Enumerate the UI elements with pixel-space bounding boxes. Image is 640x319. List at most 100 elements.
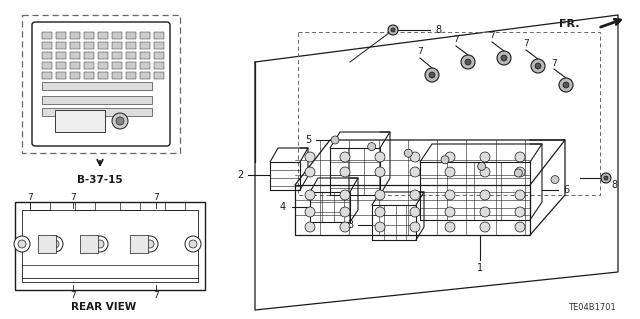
Bar (126, 52, 136, 59)
Circle shape (375, 152, 385, 162)
Bar (70, 42, 80, 49)
Circle shape (559, 78, 573, 92)
Text: B-37-15: B-37-15 (77, 175, 123, 185)
Bar (84, 62, 94, 69)
Circle shape (116, 117, 124, 125)
Circle shape (112, 113, 128, 129)
Text: 8: 8 (611, 180, 617, 190)
Circle shape (480, 152, 490, 162)
Bar (140, 32, 150, 39)
Circle shape (445, 152, 455, 162)
Bar (112, 32, 122, 39)
Bar (84, 72, 94, 79)
Circle shape (391, 28, 395, 32)
Circle shape (367, 143, 376, 151)
Bar (56, 32, 66, 39)
Circle shape (410, 152, 420, 162)
Circle shape (340, 222, 350, 232)
Circle shape (340, 167, 350, 177)
Bar (15, 202, 205, 290)
Circle shape (551, 175, 559, 184)
Text: 4: 4 (280, 202, 286, 212)
Text: 7: 7 (489, 32, 495, 41)
Circle shape (305, 207, 315, 217)
Bar (98, 72, 108, 79)
Circle shape (535, 63, 541, 69)
Bar (22, 210, 198, 282)
Bar (84, 42, 94, 49)
Circle shape (465, 59, 471, 65)
Bar (98, 52, 108, 59)
Text: 7: 7 (27, 194, 33, 203)
Circle shape (410, 207, 420, 217)
Bar (126, 32, 136, 39)
Text: 7: 7 (70, 194, 76, 203)
Bar (56, 62, 66, 69)
Circle shape (375, 222, 385, 232)
Text: TE04B1701: TE04B1701 (568, 303, 616, 313)
Circle shape (480, 207, 490, 217)
Bar (154, 62, 164, 69)
Bar (140, 52, 150, 59)
Bar (42, 42, 52, 49)
Bar (154, 42, 164, 49)
Bar (56, 52, 66, 59)
Text: 1: 1 (477, 263, 483, 273)
Bar (126, 42, 136, 49)
Circle shape (480, 167, 490, 177)
Bar (38, 235, 56, 253)
Bar (98, 42, 108, 49)
Bar (140, 62, 150, 69)
Circle shape (445, 207, 455, 217)
Circle shape (515, 207, 525, 217)
Bar (112, 42, 122, 49)
Circle shape (480, 222, 490, 232)
Circle shape (441, 156, 449, 164)
Text: 7: 7 (417, 48, 423, 56)
Circle shape (189, 240, 197, 248)
Bar (98, 32, 108, 39)
Text: 7: 7 (523, 40, 529, 48)
Bar (84, 32, 94, 39)
Circle shape (92, 236, 108, 252)
Bar (165, 202, 185, 210)
Circle shape (601, 173, 611, 183)
Bar (55, 110, 105, 132)
Circle shape (531, 59, 545, 73)
Circle shape (480, 190, 490, 200)
Bar (22, 15, 180, 153)
Circle shape (501, 55, 507, 61)
Text: 8: 8 (435, 25, 441, 35)
Circle shape (515, 169, 522, 177)
Bar (75, 202, 95, 210)
Bar (70, 32, 80, 39)
Circle shape (563, 82, 569, 88)
Circle shape (47, 236, 63, 252)
Circle shape (445, 190, 455, 200)
Bar (56, 42, 66, 49)
Text: 7: 7 (453, 35, 459, 44)
Bar (80, 235, 98, 253)
Text: 2: 2 (237, 170, 243, 180)
Bar (42, 52, 52, 59)
Circle shape (305, 152, 315, 162)
Circle shape (515, 152, 525, 162)
Circle shape (375, 207, 385, 217)
Bar (154, 72, 164, 79)
Circle shape (305, 222, 315, 232)
Text: 3: 3 (347, 220, 353, 230)
Circle shape (445, 167, 455, 177)
Bar (126, 72, 136, 79)
Circle shape (410, 190, 420, 200)
Circle shape (142, 236, 158, 252)
Circle shape (515, 167, 525, 177)
Text: 6: 6 (563, 185, 569, 195)
Circle shape (388, 25, 398, 35)
Circle shape (96, 240, 104, 248)
Bar (42, 96, 152, 104)
Bar (140, 42, 150, 49)
Circle shape (477, 162, 486, 170)
Bar (70, 72, 80, 79)
Circle shape (375, 190, 385, 200)
Circle shape (410, 167, 420, 177)
